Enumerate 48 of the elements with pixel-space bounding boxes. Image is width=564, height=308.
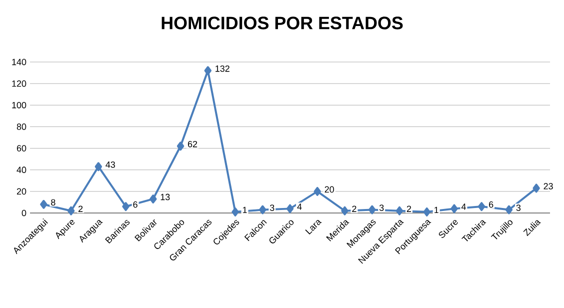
data-label: 2 — [352, 206, 356, 212]
data-label: 1 — [434, 206, 438, 214]
data-label: 4 — [297, 204, 302, 210]
point — [505, 205, 513, 214]
y-tick-label: 40 — [16, 166, 26, 174]
point — [122, 202, 130, 212]
point — [286, 204, 294, 214]
x-tick-label: Lara — [305, 220, 322, 235]
chart-title: HOMICIDIOS POR ESTADOS — [162, 16, 403, 30]
point — [94, 162, 102, 172]
point — [450, 204, 458, 214]
y-tick-label: 120 — [12, 80, 26, 87]
point — [423, 207, 430, 216]
data-label: 6 — [133, 201, 138, 208]
data-label: 3 — [516, 204, 521, 211]
data-label: 4 — [461, 204, 466, 210]
point — [204, 66, 212, 76]
data-label: 1 — [242, 206, 247, 214]
data-label: 132 — [216, 65, 230, 72]
data-label: 43 — [106, 161, 115, 168]
point — [67, 206, 75, 216]
point — [368, 205, 376, 214]
data-label: 62 — [188, 140, 198, 148]
y-tick-label: 100 — [12, 102, 26, 108]
point — [259, 205, 266, 214]
data-label: 3 — [270, 204, 274, 211]
point — [314, 186, 321, 196]
y-tick-label: 0 — [22, 210, 26, 216]
point — [232, 207, 239, 216]
point — [150, 194, 157, 204]
point — [532, 184, 540, 193]
data-label: 6 — [489, 201, 494, 208]
data-label: 2 — [406, 206, 412, 212]
y-tick-label: 20 — [16, 188, 26, 195]
data-label: 8 — [51, 199, 56, 206]
data-label: 23 — [544, 183, 553, 190]
point — [478, 202, 486, 212]
y-tick-label: 60 — [16, 145, 26, 152]
y-tick-label: 140 — [12, 58, 26, 66]
point — [396, 206, 404, 216]
point — [341, 206, 348, 216]
data-label: 3 — [379, 204, 384, 211]
data-label: 2 — [78, 206, 83, 212]
point — [176, 142, 184, 151]
data-label: 20 — [324, 186, 334, 193]
y-tick-label: 80 — [16, 124, 26, 130]
data-label: 13 — [160, 194, 170, 200]
point — [40, 200, 48, 209]
